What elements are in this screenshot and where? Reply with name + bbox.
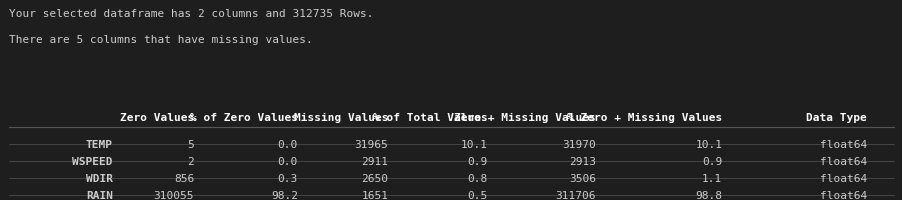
Text: TEMP: TEMP <box>86 139 113 149</box>
Text: Missing Values: Missing Values <box>293 112 388 122</box>
Text: Zero + Missing Values: Zero + Missing Values <box>454 112 595 122</box>
Text: Your selected dataframe has 2 columns and 312735 Rows.: Your selected dataframe has 2 columns an… <box>9 9 373 19</box>
Text: 5: 5 <box>188 139 194 149</box>
Text: 10.1: 10.1 <box>695 139 722 149</box>
Text: Zero Values: Zero Values <box>120 112 194 122</box>
Text: 0.5: 0.5 <box>467 190 487 200</box>
Text: float64: float64 <box>819 173 866 183</box>
Text: 0.8: 0.8 <box>467 173 487 183</box>
Text: 2: 2 <box>188 156 194 166</box>
Text: 0.3: 0.3 <box>278 173 298 183</box>
Text: WDIR: WDIR <box>86 173 113 183</box>
Text: float64: float64 <box>819 190 866 200</box>
Text: float64: float64 <box>819 139 866 149</box>
Text: float64: float64 <box>819 156 866 166</box>
Text: % Zero + Missing Values: % Zero + Missing Values <box>566 112 722 122</box>
Text: 31970: 31970 <box>562 139 595 149</box>
Text: 0.0: 0.0 <box>278 139 298 149</box>
Text: % of Total Values: % of Total Values <box>373 112 487 122</box>
Text: WSPEED: WSPEED <box>72 156 113 166</box>
Text: 98.8: 98.8 <box>695 190 722 200</box>
Text: Data Type: Data Type <box>805 112 866 122</box>
Text: % of Zero Values: % of Zero Values <box>189 112 298 122</box>
Text: 10.1: 10.1 <box>460 139 487 149</box>
Text: 2650: 2650 <box>361 173 388 183</box>
Text: 1.1: 1.1 <box>702 173 722 183</box>
Text: 1651: 1651 <box>361 190 388 200</box>
Text: There are 5 columns that have missing values.: There are 5 columns that have missing va… <box>9 35 312 45</box>
Text: 31965: 31965 <box>354 139 388 149</box>
Text: 2913: 2913 <box>568 156 595 166</box>
Text: 98.2: 98.2 <box>271 190 298 200</box>
Text: 311706: 311706 <box>555 190 595 200</box>
Text: RAIN: RAIN <box>86 190 113 200</box>
Text: 856: 856 <box>174 173 194 183</box>
Text: 0.9: 0.9 <box>467 156 487 166</box>
Text: 2911: 2911 <box>361 156 388 166</box>
Text: 3506: 3506 <box>568 173 595 183</box>
Text: 0.9: 0.9 <box>702 156 722 166</box>
Text: 310055: 310055 <box>153 190 194 200</box>
Text: 0.0: 0.0 <box>278 156 298 166</box>
